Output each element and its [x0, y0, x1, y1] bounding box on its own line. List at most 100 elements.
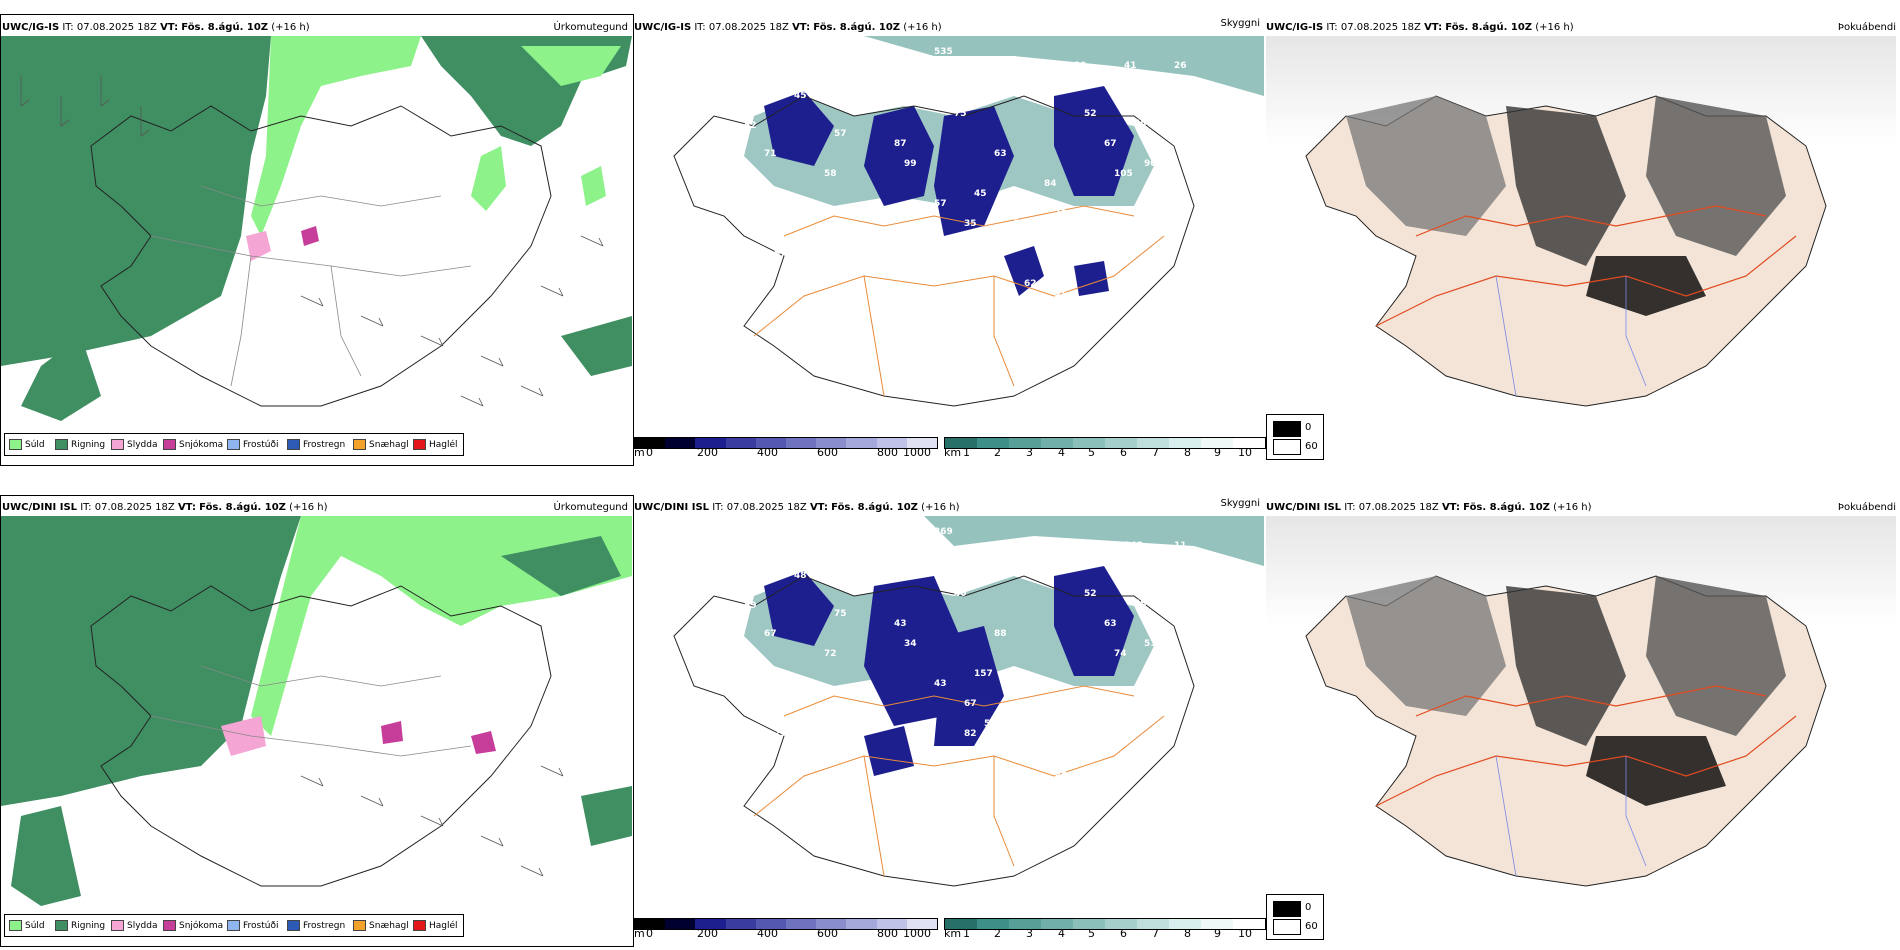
legend-swatch	[413, 920, 426, 931]
visibility-value-label: 63	[994, 149, 1007, 159]
visibility-tick: 2	[994, 927, 1001, 940]
visibility-value-label: 62	[724, 689, 737, 699]
visibility-value-label: 41	[1124, 61, 1137, 71]
legend-item: Frostúði	[227, 920, 278, 931]
legend-item: Frostregn	[287, 439, 345, 450]
height-tick: 600	[817, 446, 838, 459]
legend-item: Rigning	[55, 920, 105, 931]
valid-time: Fös. 8.ágú. 10Z	[199, 502, 286, 513]
visibility-value-label: 48	[794, 571, 807, 581]
panel-title: UWC/DINI ISL IT: 07.08.2025 18Z VT: Fös.…	[2, 502, 328, 513]
height-tick: 0	[646, 927, 653, 940]
legend-label: Frostúði	[243, 920, 279, 931]
legend-item: Rigning	[55, 439, 105, 450]
visibility-value-label: 122	[864, 719, 883, 729]
visibility-value-label: 36	[1054, 209, 1067, 219]
legend-label: Haglél	[429, 920, 458, 931]
visibility-value-label: 191	[694, 249, 713, 259]
visibility-value-label: 126	[724, 209, 743, 219]
road-network	[753, 205, 1165, 397]
visibility-tick: 9	[1214, 446, 1221, 459]
fog-tick: 60	[1305, 441, 1318, 452]
visibility-tick: 7	[1152, 927, 1159, 940]
visibility-value-label: 90	[1144, 159, 1157, 169]
visibility-value-label: 67	[764, 629, 777, 639]
model-name: UWC/IG-IS	[1266, 22, 1324, 33]
legend-item: Snæhagl	[353, 920, 409, 931]
legend-label: Snjókoma	[179, 439, 224, 450]
visibility-value-label: 84	[1044, 179, 1057, 189]
road-network	[150, 185, 472, 387]
visibility-value-label: 105	[1114, 169, 1133, 179]
valid-label: VT:	[809, 502, 828, 513]
fog-map	[1266, 516, 1896, 887]
visibility-value-label: 11	[1174, 541, 1187, 551]
visibility-value-label: 45	[984, 239, 997, 249]
wind-barbs	[20, 76, 604, 407]
precip-type-map	[1, 516, 632, 906]
legend-item: Súld	[9, 439, 45, 450]
visibility-value-label: 46	[744, 709, 757, 719]
visibility-value-label: 87	[894, 139, 907, 149]
legend-label: Súld	[25, 920, 45, 931]
visibility-values: 269 108 348 11 64 48 59 75 67 72 51 43 34 40 43 88 157 67…	[694, 527, 1187, 799]
visibility-value-label: 157	[974, 669, 993, 679]
visibility-value-label: 45	[974, 189, 987, 199]
legend-label: Frostúði	[243, 439, 279, 450]
visibility-tick: 7	[1152, 446, 1159, 459]
height-tick: 800	[877, 927, 898, 940]
legend-swatch	[353, 920, 366, 931]
lead-time: (+16 h)	[1535, 22, 1574, 33]
visibility-value-label: 212	[924, 269, 943, 279]
visibility-value-label: 25	[894, 319, 907, 329]
panel-title: UWC/IG-IS IT: 07.08.2025 18Z VT: Fös. 8.…	[1266, 22, 1574, 33]
visibility-tick: 3	[1026, 927, 1033, 940]
fog-legend: 0 60	[1266, 894, 1324, 940]
legend-item: Slydda	[111, 439, 157, 450]
init-time: IT: 07.08.2025 18Z	[80, 502, 175, 513]
lead-time: (+16 h)	[921, 502, 960, 513]
visibility-value-label: 48	[1134, 599, 1147, 609]
fog-swatch-dark	[1273, 901, 1301, 917]
lead-time: (+16 h)	[1553, 502, 1592, 513]
height-tick: 1000	[903, 927, 931, 940]
legend-label: Haglél	[429, 439, 458, 450]
init-time: IT: 07.08.2025 18Z	[1344, 502, 1439, 513]
height-scale	[634, 918, 938, 930]
valid-time: Fös. 8.ágú. 10Z	[181, 22, 269, 33]
panel-title: UWC/IG-IS IT: 07.08.2025 18Z VT: Fös. 8.…	[2, 22, 310, 33]
valid-time: Fös. 8.ágú. 10Z	[831, 502, 918, 513]
legend-item: Haglél	[413, 920, 458, 931]
precip-field	[1, 36, 632, 421]
valid-time: Fös. 8.ágú. 10Z	[1463, 502, 1550, 513]
visibility-value-label: 28	[794, 199, 807, 209]
model-name: UWC/DINI ISL	[2, 502, 78, 513]
height-unit: m	[634, 927, 645, 940]
visibility-tick: 1	[963, 927, 970, 940]
visibility-value-label: 83	[814, 759, 827, 769]
visibility-value-label: 85	[694, 729, 707, 739]
valid-label: VT:	[1441, 502, 1460, 513]
fog-map	[1266, 36, 1896, 407]
legend-swatch	[163, 439, 176, 450]
height-tick: 0	[646, 446, 653, 459]
visibility-tick: 10	[1238, 446, 1252, 459]
visibility-value-label: 348	[1124, 541, 1143, 551]
visibility-map: 269 108 348 11 64 48 59 75 67 72 51 43 34 40 43 88 157 67…	[673, 516, 1264, 887]
visibility-tick: 3	[1026, 446, 1033, 459]
visibility-value-label: 57	[834, 129, 847, 139]
height-tick: 1000	[903, 446, 931, 459]
visibility-tick: 8	[1184, 927, 1191, 940]
legend-swatch	[9, 920, 22, 931]
visibility-value-label: 75	[954, 109, 967, 119]
legend-swatch	[287, 920, 300, 931]
visibility-value-label: 51	[1054, 289, 1067, 299]
panel-name: Úrkomutegund	[553, 502, 628, 513]
visibility-value-label: 75	[834, 609, 847, 619]
legend-label: Frostregn	[303, 439, 346, 450]
visibility-value-label: 73	[1074, 309, 1087, 319]
legend-label: Snjókoma	[179, 920, 224, 931]
visibility-tick: 8	[1184, 446, 1191, 459]
precip-type-map	[1, 36, 632, 421]
height-tick: 200	[697, 927, 718, 940]
